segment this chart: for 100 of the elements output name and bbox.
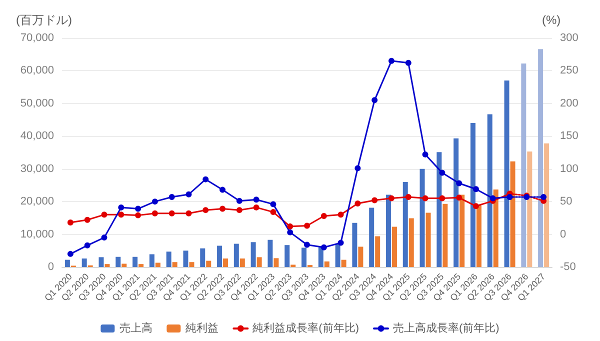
point xyxy=(287,229,294,236)
bar xyxy=(392,226,397,267)
y-tick-label: 70,000 xyxy=(20,32,54,44)
point xyxy=(287,223,294,230)
y2-tick-label: 150 xyxy=(560,130,578,142)
bar xyxy=(402,182,408,267)
point xyxy=(270,209,276,216)
bar xyxy=(183,250,188,267)
y-tick-label: 0 xyxy=(48,261,54,273)
point xyxy=(405,194,412,200)
point xyxy=(186,191,192,198)
point xyxy=(304,242,310,248)
bar xyxy=(149,254,154,267)
point xyxy=(253,196,260,203)
bar xyxy=(420,168,425,267)
point xyxy=(422,151,428,158)
point xyxy=(220,206,226,212)
bar xyxy=(318,247,324,267)
point xyxy=(304,222,310,229)
bar xyxy=(454,138,459,267)
bar xyxy=(274,258,279,267)
point xyxy=(372,97,378,104)
bar xyxy=(324,261,330,267)
point xyxy=(67,220,74,226)
bar xyxy=(206,260,212,267)
bar xyxy=(335,243,340,267)
bar xyxy=(510,161,516,267)
bar xyxy=(460,194,465,267)
point xyxy=(220,186,226,193)
point xyxy=(506,194,513,200)
point xyxy=(84,242,90,248)
point xyxy=(118,204,124,210)
y2-axis-title: (%) xyxy=(542,13,561,27)
bar xyxy=(408,218,414,267)
bar xyxy=(544,143,550,267)
legend-label: 純利益成長率(前年比) xyxy=(252,322,359,334)
bar xyxy=(189,262,194,267)
point xyxy=(320,244,327,250)
bar xyxy=(256,257,262,267)
bar xyxy=(302,248,306,267)
point xyxy=(152,198,158,205)
legend-label: 純利益 xyxy=(186,322,219,334)
point xyxy=(338,212,344,218)
bar xyxy=(132,256,138,267)
bar xyxy=(82,258,87,267)
bar xyxy=(426,212,431,267)
bar xyxy=(504,80,510,267)
bar xyxy=(487,114,492,267)
bar xyxy=(375,236,380,267)
y2-tick-label: 250 xyxy=(560,64,578,77)
y-axis-title: (百万ドル) xyxy=(16,13,72,27)
bar xyxy=(166,252,172,267)
y-tick-label: 30,000 xyxy=(20,162,54,175)
bar xyxy=(352,222,358,267)
point xyxy=(472,186,479,192)
y2-tick-label: 300 xyxy=(560,32,578,44)
y-tick-label: 40,000 xyxy=(20,130,54,142)
bar xyxy=(240,258,245,267)
point xyxy=(135,206,142,212)
y2-tick-label: 50 xyxy=(560,196,572,208)
point xyxy=(118,212,124,218)
point xyxy=(456,180,462,186)
bar xyxy=(476,205,482,267)
point xyxy=(101,212,108,218)
y-tick-label: 20,000 xyxy=(20,196,54,208)
point xyxy=(540,194,547,200)
y2-tick-label: 200 xyxy=(560,97,578,110)
point xyxy=(388,195,394,202)
bar xyxy=(250,242,256,267)
point xyxy=(270,201,276,208)
y-tick-label: 60,000 xyxy=(20,64,54,77)
point xyxy=(84,216,90,223)
y2-tick-label: -50 xyxy=(560,261,576,273)
point xyxy=(202,207,209,214)
bar xyxy=(234,244,239,267)
bar xyxy=(138,264,144,267)
point xyxy=(152,210,158,216)
bar xyxy=(538,49,544,267)
point xyxy=(456,194,462,201)
point xyxy=(439,195,446,202)
point xyxy=(168,210,175,216)
bar xyxy=(64,260,70,267)
point xyxy=(372,197,378,204)
legend-label: 売上高 xyxy=(120,322,153,334)
point xyxy=(354,165,361,172)
y2-tick-label: 100 xyxy=(560,162,578,175)
point xyxy=(405,60,412,66)
point xyxy=(236,198,242,204)
y-tick-label: 50,000 xyxy=(20,97,54,110)
bar xyxy=(116,256,121,267)
point xyxy=(186,210,192,216)
bar xyxy=(284,245,290,267)
bar xyxy=(172,262,178,267)
point xyxy=(202,176,209,182)
point xyxy=(101,234,108,241)
bar xyxy=(104,264,110,267)
bar xyxy=(521,64,526,267)
point xyxy=(236,207,242,214)
y-tick-label: 10,000 xyxy=(20,228,54,240)
bar xyxy=(200,248,206,267)
